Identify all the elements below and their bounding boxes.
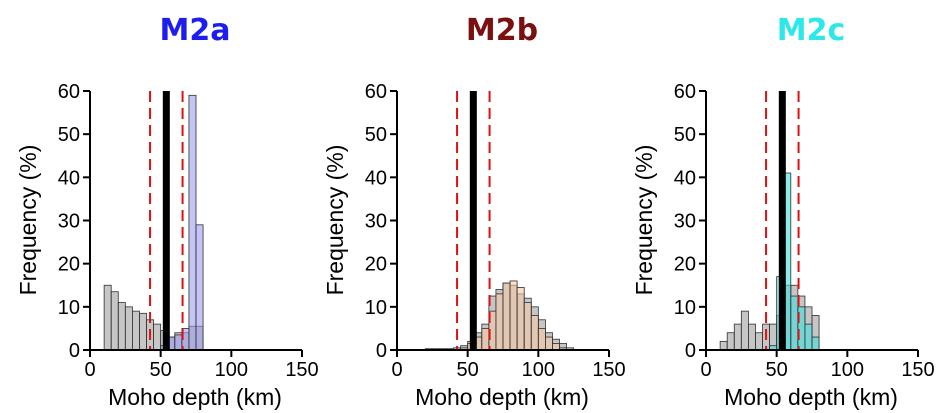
histogram-bar: [804, 323, 813, 351]
x-tick-label: 150: [592, 359, 625, 381]
y-tick-label: 20: [674, 254, 696, 276]
bars-layer: [103, 94, 204, 351]
axes: [390, 90, 610, 357]
panel-m2a: M2a 0 10 20 30 40 50 60 0 50 100 150 Moh…: [15, 13, 319, 410]
x-tick-label: 100: [831, 359, 864, 381]
histogram-bar: [502, 282, 511, 351]
y-tick-label: 30: [58, 211, 80, 233]
histogram-bar: [117, 302, 126, 351]
x-tick-labels: 0 50 100 150: [391, 359, 625, 381]
histogram-bar: [153, 323, 162, 351]
chart-title: M2b: [466, 13, 538, 48]
y-tick-labels: 0 10 20 30 40 50 60: [365, 81, 387, 362]
y-tick-label: 60: [58, 81, 80, 103]
histogram-bar: [748, 323, 756, 351]
histogram-bar: [495, 293, 504, 351]
chart-title: M2c: [777, 13, 846, 48]
histogram-bar: [523, 302, 532, 351]
y-tick-labels: 0 10 20 30 40 50 60: [58, 81, 80, 362]
y-tick-label: 50: [674, 124, 696, 146]
histogram-bar: [790, 295, 799, 351]
x-axis-label: Moho depth (km): [108, 384, 282, 410]
axes: [83, 90, 303, 357]
y-tick-label: 30: [365, 211, 387, 233]
histogram-bar: [509, 280, 518, 351]
histogram-bar: [481, 328, 490, 351]
x-axis-label: Moho depth (km): [724, 384, 898, 410]
bars-layer: [719, 172, 820, 351]
x-tick-label: 0: [700, 359, 711, 381]
histogram-bar: [740, 310, 749, 351]
panel-m2b: M2b 0 10 20 30 40 50 60 0 50 100 150 Moh…: [322, 13, 626, 410]
x-tick-labels: 0 50 100 150: [700, 359, 934, 381]
bars-layer: [424, 280, 575, 351]
y-tick-label: 10: [58, 297, 80, 319]
histogram-bar: [516, 287, 525, 351]
y-tick-label: 30: [674, 211, 696, 233]
histogram-bar: [530, 315, 539, 351]
reference-lines: [456, 91, 491, 350]
y-tick-label: 50: [58, 124, 80, 146]
axes: [699, 90, 919, 357]
y-tick-label: 20: [365, 254, 387, 276]
x-tick-label: 0: [84, 359, 95, 381]
y-tick-label: 50: [365, 124, 387, 146]
y-tick-label: 60: [674, 81, 696, 103]
y-tick-label: 0: [685, 340, 696, 362]
y-axis-label: Frequency (%): [631, 145, 657, 296]
histogram-bar: [755, 332, 763, 351]
y-tick-label: 10: [674, 297, 696, 319]
reference-lines: [149, 91, 184, 350]
panel-m2c: M2c 0 10 20 30 40 50 60 0 50 100 150 Moh…: [631, 13, 935, 410]
x-tick-label: 100: [522, 359, 555, 381]
histogram-bar: [188, 94, 197, 351]
histogram-bar: [110, 291, 119, 351]
histogram-bar: [124, 306, 133, 351]
histogram-bar: [733, 323, 742, 351]
histogram-bar: [537, 328, 546, 351]
x-axis-label: Moho depth (km): [415, 384, 589, 410]
histogram-bar: [195, 224, 204, 351]
y-tick-label: 40: [58, 167, 80, 189]
y-tick-label: 10: [365, 297, 387, 319]
x-tick-label: 100: [215, 359, 248, 381]
y-tick-label: 40: [365, 167, 387, 189]
x-tick-label: 150: [285, 359, 318, 381]
histogram-bar: [131, 310, 140, 351]
histogram-bar: [139, 312, 147, 351]
x-tick-label: 50: [457, 359, 479, 381]
y-tick-label: 20: [58, 254, 80, 276]
y-tick-label: 40: [674, 167, 696, 189]
y-tick-label: 0: [376, 340, 387, 362]
histogram-bar: [811, 336, 820, 351]
histogram-bar: [545, 336, 553, 351]
y-tick-labels: 0 10 20 30 40 50 60: [674, 81, 696, 362]
reference-lines: [765, 91, 800, 350]
x-tick-label: 50: [150, 359, 172, 381]
histogram-bar: [174, 334, 183, 351]
y-tick-label: 60: [365, 81, 387, 103]
x-tick-label: 0: [391, 359, 402, 381]
histogram-bar: [103, 284, 112, 351]
y-axis-label: Frequency (%): [15, 145, 41, 296]
x-tick-label: 150: [901, 359, 934, 381]
x-tick-labels: 0 50 100 150: [84, 359, 318, 381]
x-tick-label: 50: [766, 359, 788, 381]
y-tick-label: 0: [69, 340, 80, 362]
histogram-bar: [719, 340, 728, 351]
histogram-bar: [726, 332, 735, 351]
y-axis-label: Frequency (%): [322, 145, 348, 296]
chart-title: M2a: [160, 13, 231, 48]
